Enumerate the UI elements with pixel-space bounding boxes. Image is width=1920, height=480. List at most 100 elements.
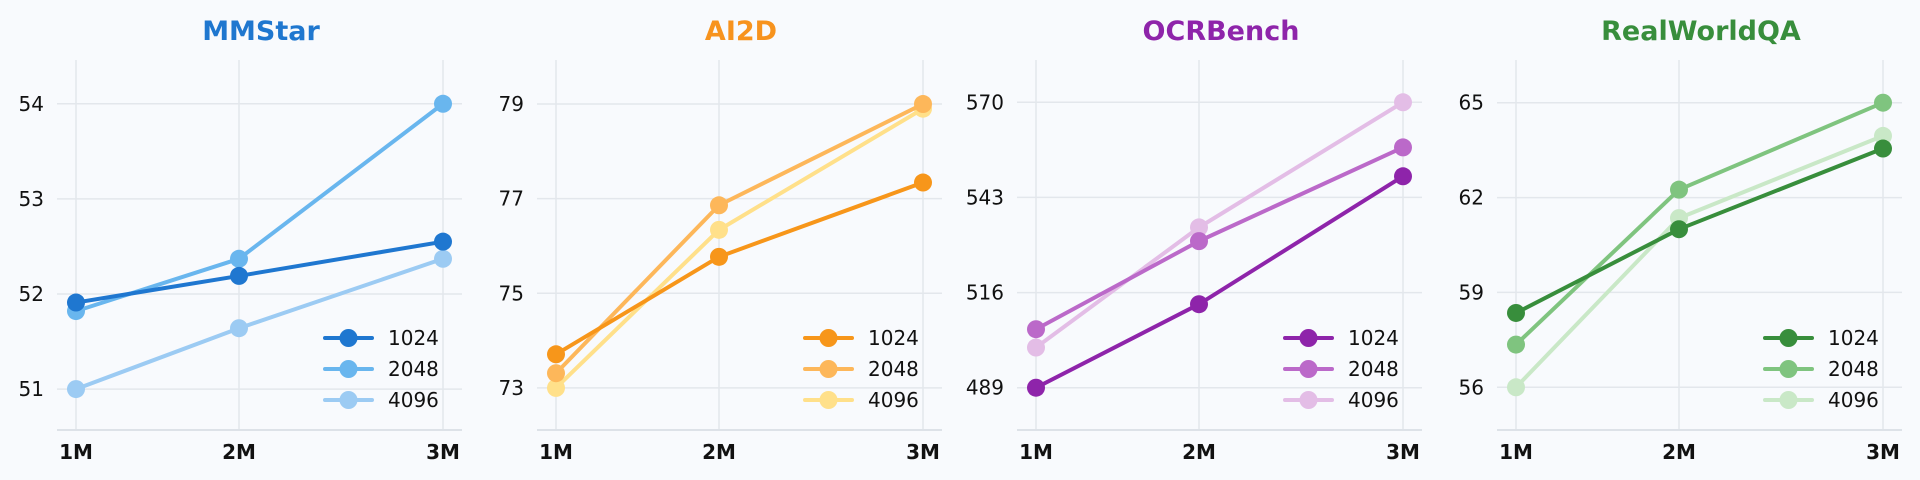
data-point-2048 [547, 364, 565, 383]
y-tick-label: 59 [1459, 280, 1484, 304]
x-tick-label: 2M [702, 440, 736, 464]
y-tick-label: 56 [1459, 375, 1484, 399]
legend-label: 4096 [388, 388, 439, 412]
data-point-1024 [914, 173, 932, 192]
series-line-1024 [1034, 174, 1405, 390]
x-tick-label: 1M [59, 440, 93, 464]
legend-marker-2048 [1779, 360, 1798, 378]
data-point-2048 [1874, 93, 1892, 112]
y-tick-label: 79 [499, 92, 524, 116]
data-point-1024 [1190, 295, 1208, 314]
legend-label: 1024 [1348, 326, 1399, 350]
data-point-2048 [710, 196, 728, 215]
y-tick-label: 73 [499, 376, 524, 400]
legend-marker-4096 [819, 391, 838, 409]
legend-label: 2048 [1828, 357, 1879, 381]
data-point-2048 [1670, 180, 1688, 199]
data-point-2048 [1190, 232, 1208, 251]
legend-label: 1024 [1828, 326, 1879, 350]
data-point-4096 [67, 380, 85, 399]
x-tick-label: 3M [1386, 440, 1420, 464]
data-point-4096 [1874, 126, 1892, 145]
series-line-2048 [1514, 100, 1885, 347]
legend-label: 4096 [1348, 388, 1399, 412]
chart-title: AI2D [705, 16, 777, 47]
x-tick-label: 2M [222, 440, 256, 464]
y-tick-label: 77 [499, 187, 524, 211]
data-point-2048 [1027, 320, 1045, 339]
data-point-1024 [710, 247, 728, 266]
y-tick-label: 52 [19, 282, 44, 306]
data-point-2048 [914, 95, 932, 114]
y-tick-label: 54 [19, 92, 44, 116]
x-tick-label: 1M [1499, 440, 1533, 464]
x-tick-label: 1M [539, 440, 573, 464]
legend-marker-4096 [1779, 391, 1798, 409]
legend-marker-2048 [1299, 360, 1318, 378]
legend-label: 1024 [388, 326, 439, 350]
chart-title: MMStar [202, 16, 320, 47]
y-tick-label: 51 [19, 377, 44, 401]
legend-marker-4096 [1299, 391, 1318, 409]
legend-label: 1024 [868, 326, 919, 350]
data-point-4096 [1027, 338, 1045, 357]
legend-marker-1024 [1299, 329, 1318, 347]
chart-panel-mmstar: MMStar 51 52 53 54 1M 2M 3M 1024 2048 4096 [19, 16, 462, 464]
legend-marker-2048 [819, 360, 838, 378]
series-line-2048 [1034, 145, 1405, 332]
chart-panel-ai2d: AI2D 73 75 77 79 1M 2M 3M 1024 2048 4096 [499, 16, 942, 464]
series-line-1024 [1514, 146, 1885, 315]
chart-panel-ocrbench: OCRBench 489 516 543 570 1M 2M 3M 1024 2048 4096 [966, 16, 1422, 464]
y-tick-label: 75 [499, 281, 524, 305]
data-point-2048 [230, 249, 248, 268]
chart-panel-realworldqa: RealWorldQA 56 59 62 65 1M 2M 3M 1024 2048 4096 [1459, 16, 1902, 464]
y-tick-label: 65 [1459, 91, 1484, 115]
chart-title: OCRBench [1143, 16, 1300, 47]
data-point-1024 [1670, 220, 1688, 239]
y-tick-label: 516 [966, 281, 1004, 305]
chart-title: RealWorldQA [1601, 16, 1801, 47]
data-point-1024 [1394, 167, 1412, 186]
data-point-1024 [434, 232, 452, 251]
data-point-2048 [1394, 138, 1412, 157]
x-tick-label: 3M [1866, 440, 1900, 464]
series-line-4096 [1034, 100, 1405, 350]
y-tick-label: 53 [19, 187, 44, 211]
series-line-2048 [74, 101, 445, 314]
y-tick-label: 489 [966, 376, 1004, 400]
legend-marker-1024 [819, 329, 838, 347]
data-point-4096 [230, 319, 248, 338]
y-tick-label: 62 [1459, 186, 1484, 210]
data-point-4096 [547, 378, 565, 397]
legend-label: 2048 [868, 357, 919, 381]
x-tick-label: 1M [1019, 440, 1053, 464]
legend-label: 4096 [1828, 388, 1879, 412]
legend-label: 2048 [1348, 357, 1399, 381]
data-point-1024 [547, 345, 565, 364]
data-point-1024 [1507, 303, 1525, 322]
x-tick-label: 2M [1662, 440, 1696, 464]
y-tick-label: 570 [966, 90, 1004, 114]
x-tick-label: 3M [906, 440, 940, 464]
data-point-1024 [1027, 378, 1045, 397]
data-point-2048 [1507, 335, 1525, 354]
data-point-4096 [710, 220, 728, 239]
legend-label: 4096 [868, 388, 919, 412]
data-point-1024 [67, 293, 85, 312]
y-tick-label: 543 [966, 185, 1004, 209]
legend-marker-2048 [339, 360, 358, 378]
data-point-4096 [1190, 218, 1208, 237]
data-point-4096 [434, 249, 452, 268]
data-point-2048 [434, 94, 452, 113]
x-tick-label: 2M [1182, 440, 1216, 464]
legend-marker-1024 [339, 329, 358, 347]
legend-label: 2048 [388, 357, 439, 381]
legend-marker-1024 [1779, 329, 1798, 347]
data-point-4096 [1394, 93, 1412, 112]
data-point-1024 [1874, 139, 1892, 158]
data-point-4096 [1507, 378, 1525, 397]
x-tick-label: 3M [426, 440, 460, 464]
legend-marker-4096 [339, 391, 358, 409]
data-point-1024 [230, 266, 248, 285]
